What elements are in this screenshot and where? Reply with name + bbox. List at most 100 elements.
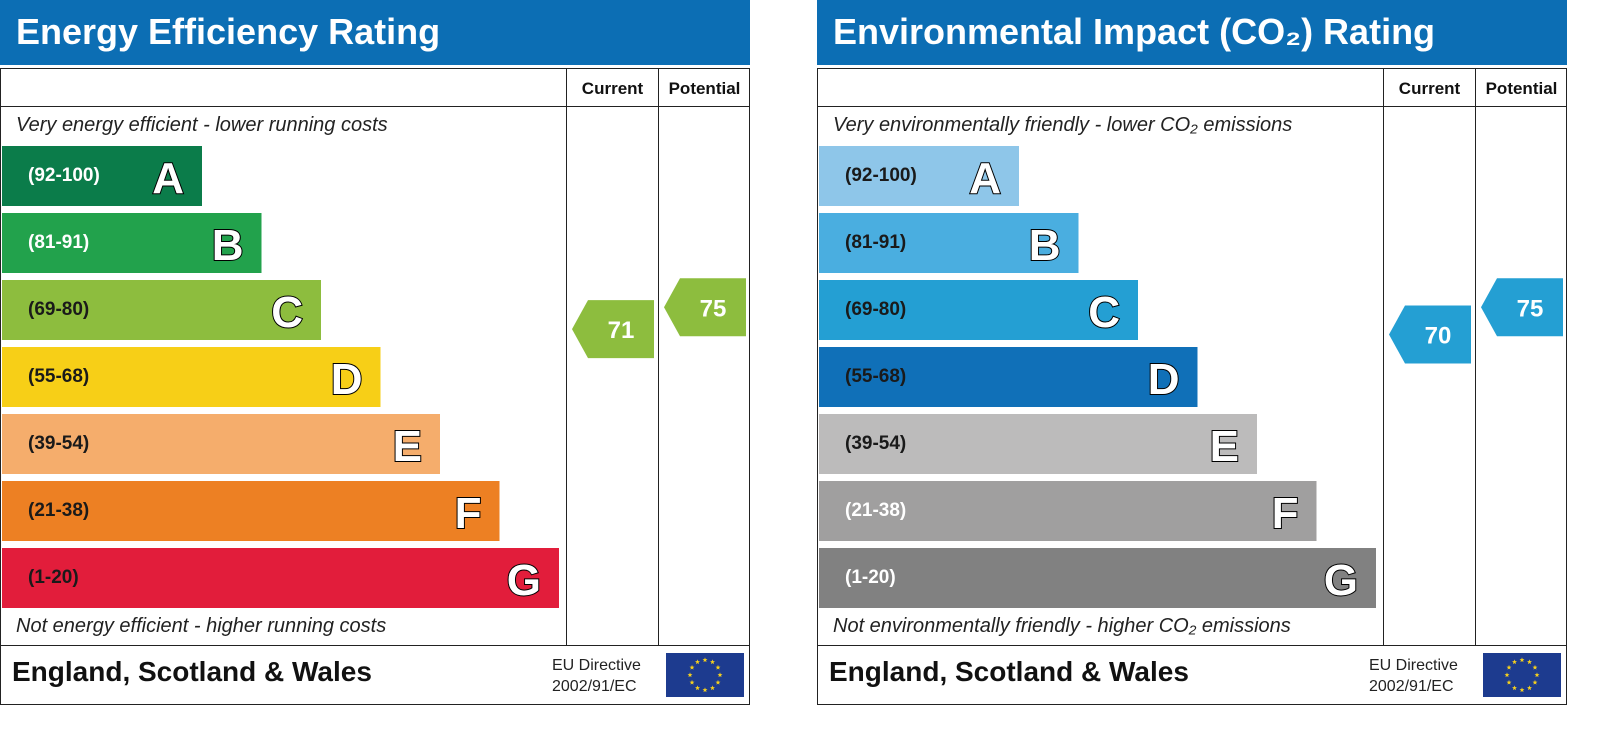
flag-star <box>710 685 715 691</box>
current-column-header: Current <box>581 79 644 98</box>
current-rating-arrow: 71 <box>572 300 654 359</box>
band-range-label: (21-38) <box>28 500 89 521</box>
footer-divider <box>817 645 1567 646</box>
flag-star <box>1506 679 1512 685</box>
flag-star <box>1506 664 1512 670</box>
potential-rating-arrow: 75 <box>1481 278 1563 337</box>
bottom-caption: Not environmentally friendly - higher CO… <box>833 615 1291 637</box>
band-bar <box>2 280 321 340</box>
band-c: (69-80) C <box>2 280 321 340</box>
header-divider <box>0 106 750 107</box>
band-letter: G <box>1324 556 1358 605</box>
band-letter: G <box>507 556 541 605</box>
current-column-header: Current <box>1398 79 1461 98</box>
band-b: (81-91) B <box>819 213 1079 273</box>
band-letter: A <box>969 154 1001 203</box>
bottom-caption: Not energy efficient - higher running co… <box>16 615 387 637</box>
flag-star <box>715 664 721 670</box>
band-letter: D <box>1148 355 1180 404</box>
band-d: (55-68) D <box>2 347 381 407</box>
potential-rating-arrow-value: 75 <box>1517 295 1544 322</box>
title-bar: Energy Efficiency Rating <box>0 0 750 65</box>
band-letter: D <box>331 355 363 404</box>
top-caption: Very energy efficient - lower running co… <box>16 114 388 136</box>
eu-flag-icon <box>1483 653 1561 697</box>
band-bar <box>2 548 559 608</box>
current-rating-arrow: 70 <box>1389 305 1471 364</box>
rating-bands: (92-100) A (81-91) B (69-80) C (55-68) D (39-54)… <box>819 146 1563 608</box>
band-bar <box>819 481 1317 541</box>
band-bar <box>2 146 202 206</box>
band-bar <box>819 213 1079 273</box>
potential-rating-arrow-shape <box>664 278 746 337</box>
band-range-label: (81-91) <box>845 232 906 253</box>
eu-flag-icon <box>666 653 744 697</box>
current-rating-arrow-value: 70 <box>1425 323 1452 350</box>
flag-star <box>689 679 695 685</box>
band-f: (21-38) F <box>819 481 1317 541</box>
band-range-label: (1-20) <box>845 567 896 588</box>
band-range-label: (92-100) <box>28 165 100 186</box>
band-bar <box>819 146 1019 206</box>
band-range-label: (39-54) <box>845 433 906 454</box>
flag-star <box>1519 657 1525 663</box>
flag-star <box>702 687 708 693</box>
band-letter: A <box>152 154 184 203</box>
chart-title: Environmental Impact (CO₂) Rating <box>833 11 1436 52</box>
flag-star <box>1504 672 1510 678</box>
current-rating-arrow-value: 71 <box>608 317 635 344</box>
band-d: (55-68) D <box>819 347 1198 407</box>
band-letter: E <box>1210 422 1239 471</box>
band-range-label: (55-68) <box>28 366 89 387</box>
rating-bands: (92-100) A (81-91) B (69-80) C (55-68) D (39-54)… <box>2 146 746 608</box>
potential-rating-arrow: 75 <box>664 278 746 337</box>
flag-star <box>689 664 695 670</box>
band-c: (69-80) C <box>819 280 1138 340</box>
band-range-label: (55-68) <box>845 366 906 387</box>
band-letter: B <box>212 221 244 270</box>
column-divider <box>658 68 659 646</box>
band-letter: C <box>1088 288 1120 337</box>
band-a: (92-100) A <box>2 146 202 206</box>
eu-directive-line1: EU Directive <box>552 657 641 674</box>
band-bar <box>2 213 262 273</box>
column-divider <box>1383 68 1384 646</box>
band-range-label: (81-91) <box>28 232 89 253</box>
eu-directive-line2: 2002/91/EC <box>552 678 637 695</box>
column-divider <box>1475 68 1476 646</box>
flag-star <box>687 672 693 678</box>
band-range-label: (39-54) <box>28 433 89 454</box>
flag-star <box>1519 687 1525 693</box>
band-bar <box>2 414 440 474</box>
region-label: England, Scotland & Wales <box>12 656 372 687</box>
band-bar <box>819 414 1257 474</box>
band-e: (39-54) E <box>2 414 440 474</box>
eu-directive-line2: 2002/91/EC <box>1369 678 1454 695</box>
column-divider <box>566 68 567 646</box>
energy-efficiency-panel: Energy Efficiency Rating Current Potenti… <box>0 0 750 705</box>
footer-divider <box>0 645 750 646</box>
potential-rating-arrow-value: 75 <box>700 295 727 322</box>
flag-star <box>1512 685 1517 691</box>
header-divider <box>817 106 1567 107</box>
flag-star <box>1532 679 1538 685</box>
band-e: (39-54) E <box>819 414 1257 474</box>
flag-star <box>1532 664 1538 670</box>
band-bar <box>2 481 500 541</box>
flag-star <box>1512 659 1517 665</box>
band-letter: C <box>271 288 303 337</box>
band-bar <box>819 548 1376 608</box>
current-rating-arrow-shape <box>572 300 654 359</box>
eu-directive-line1: EU Directive <box>1369 657 1458 674</box>
current-rating-arrow-shape <box>1389 305 1471 364</box>
chart-frame <box>817 68 1567 705</box>
band-g: (1-20) G <box>819 548 1376 608</box>
flag-star <box>710 659 715 665</box>
flag-star <box>717 672 723 678</box>
band-letter: E <box>393 422 422 471</box>
band-b: (81-91) B <box>2 213 262 273</box>
band-range-label: (92-100) <box>845 165 917 186</box>
chart-title: Energy Efficiency Rating <box>16 11 441 52</box>
band-bar <box>819 347 1198 407</box>
chart-frame <box>0 68 750 705</box>
